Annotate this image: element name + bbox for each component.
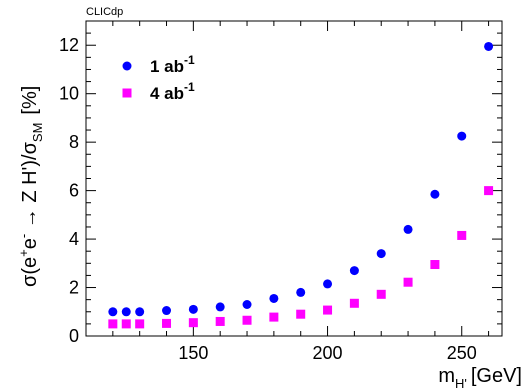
series-1-point <box>108 307 118 317</box>
series-2-point <box>215 316 225 326</box>
series-1-point <box>135 307 145 317</box>
series-1-point <box>376 249 386 259</box>
series-1-point <box>269 293 279 303</box>
series-2-point <box>296 309 306 319</box>
x-axis: 150 200 250 <box>85 21 490 363</box>
y-axis: 0 2 4 6 8 10 12 <box>59 20 502 346</box>
series-2-point <box>349 298 359 308</box>
series-1-point <box>484 41 494 51</box>
series-2-point <box>484 186 494 196</box>
series-1-point <box>430 189 440 199</box>
series-2-point <box>108 319 118 329</box>
series-2-point <box>162 318 172 328</box>
x-tick-label: 150 <box>178 343 208 363</box>
plot-frame <box>85 20 503 337</box>
series-1-point <box>349 266 359 276</box>
series-1-point <box>121 307 131 317</box>
legend-marker-2 <box>122 88 132 98</box>
y-tick-label: 12 <box>59 35 79 55</box>
series-2-point <box>269 312 279 322</box>
x-tick-label: 250 <box>447 343 477 363</box>
series-1-point <box>242 300 252 309</box>
series-2-point <box>242 315 252 325</box>
series-1-point <box>162 306 172 316</box>
series-2-point <box>403 277 413 287</box>
series-1-point <box>296 287 306 297</box>
series-2-point <box>376 289 386 299</box>
series-2-point <box>188 318 198 328</box>
series-2-point <box>430 260 440 270</box>
series-1-point <box>215 302 225 312</box>
legend-label-1: 1 ab-1 <box>150 53 195 76</box>
series-1-point <box>403 224 413 234</box>
x-axis-title: mH' [GeV] <box>438 365 522 389</box>
series-2-point <box>121 319 131 329</box>
y-tick-label: 6 <box>69 181 79 201</box>
y-tick-label: 10 <box>59 84 79 104</box>
legend-label-2: 4 ab-1 <box>150 80 195 103</box>
series-1-point <box>188 304 198 314</box>
x-tick-label: 200 <box>313 343 343 363</box>
y-axis-title: σ(e+e- → Z H')/σSM[%] <box>16 86 45 287</box>
y-tick-label: 8 <box>69 132 79 152</box>
y-tick-label: 2 <box>69 278 79 298</box>
data-points <box>108 41 494 329</box>
legend: 1 ab-1 4 ab-1 <box>122 53 195 103</box>
series-2-point <box>323 305 333 315</box>
series-1-point <box>457 131 467 141</box>
series-1-point <box>323 279 333 289</box>
legend-marker-1 <box>122 61 132 71</box>
y-tick-label: 0 <box>69 326 79 346</box>
series-2-point <box>135 319 145 329</box>
series-2-point <box>457 230 467 240</box>
brand-label: CLICdp <box>86 6 123 18</box>
y-tick-label: 4 <box>69 229 79 249</box>
